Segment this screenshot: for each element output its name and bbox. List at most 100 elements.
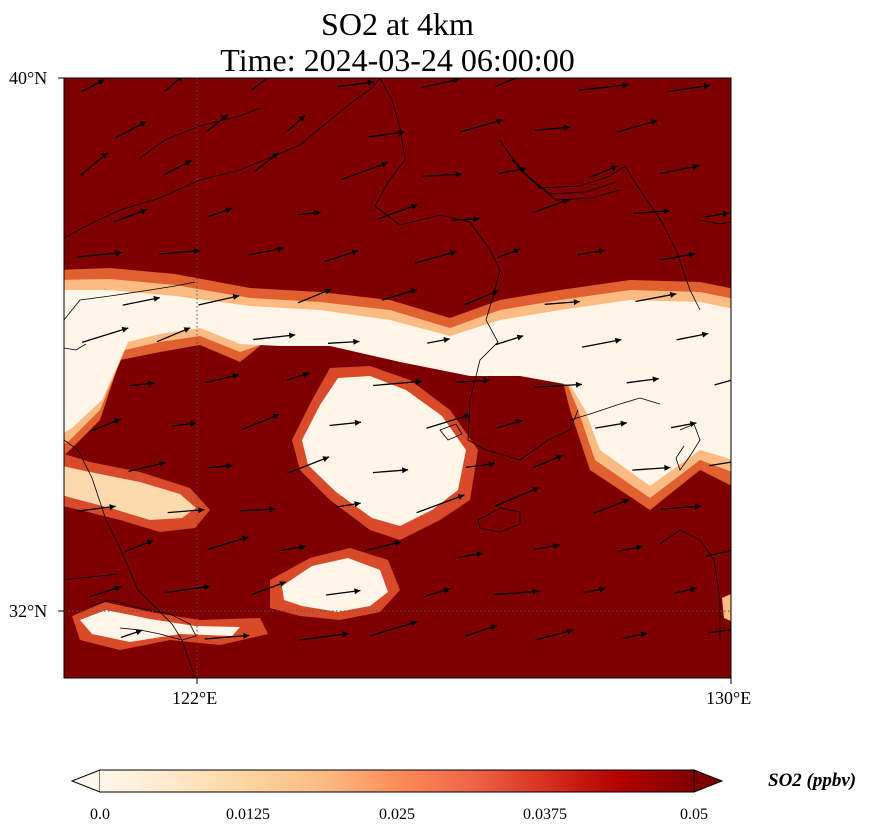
wind-arrow-head — [353, 338, 360, 345]
wind-arrow-head — [109, 504, 116, 511]
lon-tick-label-122: 122°E — [172, 688, 218, 708]
wind-arrow-head — [532, 588, 539, 595]
wind-arrow-head — [354, 419, 361, 426]
wind-arrow-shaft — [581, 338, 622, 348]
wind-arrow-head — [476, 551, 483, 558]
wind-arrow-shaft — [714, 379, 731, 386]
wind-arrow-head — [622, 498, 630, 505]
wind-arrow-head — [272, 413, 280, 420]
wind-arrow-head — [457, 494, 465, 500]
wind-arrow-shaft — [165, 585, 211, 594]
wind-arrow-head — [277, 246, 284, 253]
wind-arrow-head — [563, 124, 571, 131]
colorbar-tick-0: 0.0 — [90, 806, 110, 823]
so2-plume-north-core — [64, 290, 731, 486]
wind-arrow-head — [243, 632, 250, 639]
wind-arrow-head — [324, 288, 332, 295]
wind-arrow-head — [269, 71, 276, 77]
wind-arrow-shaft — [337, 81, 374, 88]
wind-arrow-shaft — [463, 289, 500, 306]
wind-arrow-head — [183, 327, 191, 333]
wind-arrow-head — [232, 294, 240, 300]
wind-arrow-head — [663, 208, 670, 215]
wind-arrow-head — [739, 626, 745, 632]
wind-arrow-shaft — [340, 161, 389, 181]
wind-arrow-head — [146, 539, 154, 546]
wind-arrow-shaft — [369, 621, 418, 637]
wind-arrow-head — [553, 543, 560, 549]
wind-arrow-head — [177, 78, 183, 82]
wind-arrow-shaft — [167, 508, 205, 514]
so2-plume-west-core — [64, 466, 196, 520]
wind-arrow-head — [354, 588, 361, 595]
wind-arrow-head — [302, 372, 310, 378]
wind-arrow-head — [473, 216, 480, 222]
wind-arrow-head — [488, 461, 495, 468]
wind-arrow-head — [492, 289, 500, 296]
wind-arrow-shaft — [535, 629, 574, 641]
colorbar — [70, 769, 724, 793]
wind-arrow-shaft — [668, 84, 711, 93]
wind-arrow-shaft — [414, 250, 457, 264]
wind-arrow-head — [513, 248, 521, 254]
wind-arrow-shaft — [635, 293, 677, 303]
wind-arrow-shaft — [242, 413, 280, 430]
wind-arrow-shaft — [122, 296, 161, 306]
wind-arrow-head — [556, 454, 563, 461]
wind-arrow-shaft — [299, 632, 349, 641]
wind-arrow-head — [463, 413, 471, 420]
wind-arrow-head — [115, 250, 123, 257]
wind-arrow-head — [598, 248, 605, 255]
colorbar-tick-3: 0.0375 — [523, 806, 567, 823]
wind-arrow-head — [483, 377, 490, 384]
wind-arrow-head — [450, 250, 457, 257]
wind-arrow-head — [367, 79, 374, 86]
so2-plume-south-core — [282, 558, 388, 612]
wind-arrow-head — [566, 628, 574, 635]
wind-arrow-shaft — [247, 247, 284, 256]
wind-arrow-head — [573, 299, 580, 306]
wind-arrow-head — [114, 585, 121, 592]
lat-tick-label-32: 32°N — [9, 601, 48, 621]
wind-arrow-head — [575, 381, 582, 388]
wind-arrow-shaft — [421, 78, 460, 89]
wind-arrow-head — [241, 535, 249, 542]
wind-arrow-shaft — [159, 250, 200, 255]
wind-arrow-shaft — [709, 461, 731, 467]
wind-arrow-head — [398, 129, 405, 136]
colorbar-extend-min — [70, 769, 101, 793]
wind-arrow-shaft — [659, 164, 700, 175]
wind-arrow-head — [652, 376, 659, 383]
wind-arrow-head — [394, 540, 401, 547]
wind-arrow-shaft — [706, 549, 731, 557]
wind-arrow-shaft — [632, 210, 670, 215]
wind-arrow-shaft — [377, 203, 418, 220]
wind-arrow-head — [140, 121, 147, 127]
wind-arrow-shaft — [592, 498, 630, 515]
wind-arrow-head — [651, 119, 658, 126]
wind-arrow-head — [443, 587, 451, 594]
wind-arrow-head — [279, 581, 286, 587]
wind-arrow-shaft — [707, 629, 731, 634]
wind-arrow-head — [664, 464, 671, 471]
wind-arrow-shaft — [156, 327, 191, 343]
lon-tick-label-130: 130°E — [706, 688, 752, 708]
wind-arrow-head — [153, 295, 160, 302]
wind-arrow-head — [410, 203, 418, 210]
wind-arrow-head — [271, 152, 279, 159]
wind-arrow-head — [690, 586, 697, 593]
map-frame — [63, 77, 732, 679]
wind-arrow-head — [739, 458, 745, 464]
wind-arrow-head — [689, 421, 697, 427]
wind-arrow-head — [701, 331, 709, 338]
wind-arrow-head — [198, 507, 205, 514]
wind-arrow-shaft — [533, 198, 570, 213]
wind-arrow-head — [354, 501, 361, 507]
wind-arrow-shaft — [495, 487, 540, 507]
wind-arrow-head — [401, 467, 409, 474]
map-time: Time: 2024-03-24 06:00:00 — [220, 42, 575, 78]
wind-arrow-shaft — [251, 78, 269, 91]
wind-arrow-shaft — [287, 456, 330, 474]
wind-arrow-shaft — [381, 288, 418, 301]
so2-plume-southwest-core — [80, 610, 240, 642]
